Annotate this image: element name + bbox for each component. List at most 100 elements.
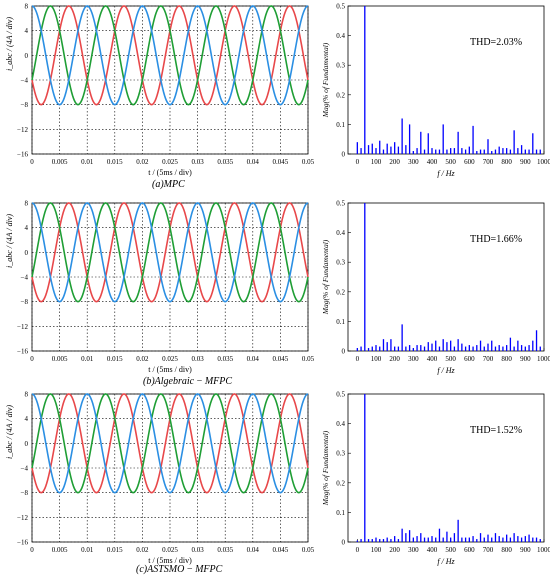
current-wave-phase_c <box>31 202 309 303</box>
harmonic-bar <box>367 539 370 542</box>
harmonic-bar <box>405 145 407 154</box>
harmonic-bar <box>364 394 366 542</box>
harmonic-bar <box>412 348 414 351</box>
harmonic-bar <box>364 203 366 351</box>
x-tick-label: 100 <box>371 355 382 363</box>
x-tick-label: 0.025 <box>162 158 178 166</box>
harmonic-bar <box>509 337 512 351</box>
harmonic-bar <box>528 149 530 154</box>
harmonic-bar <box>401 118 403 154</box>
x-tick-label: 0.045 <box>273 158 289 166</box>
harmonic-bar <box>379 140 381 154</box>
y-tick-label: −8 <box>21 489 29 497</box>
y-tick-label: 0.1 <box>336 121 345 129</box>
x-tick-label: 100 <box>371 158 382 166</box>
harmonic-bar <box>457 131 459 154</box>
harmonic-bar <box>506 534 508 542</box>
harmonic-bar <box>386 537 388 542</box>
harmonic-bar <box>461 343 463 351</box>
y-tick-label: −8 <box>21 101 29 109</box>
y-axis-label: Mag(% of Fundamental) <box>321 430 330 506</box>
y-tick-label: 0 <box>342 348 346 356</box>
harmonic-bar <box>509 537 512 542</box>
harmonic-bar <box>487 139 489 154</box>
harmonic-bar <box>457 519 459 542</box>
harmonic-bar <box>364 6 366 154</box>
harmonic-bar <box>494 346 497 351</box>
harmonic-bar <box>397 146 400 154</box>
harmonic-bar <box>476 539 478 542</box>
y-tick-label: 0.4 <box>336 32 345 40</box>
harmonic-bar <box>468 537 470 542</box>
harmonic-bar <box>408 530 411 542</box>
x-tick-label: 0.03 <box>191 355 204 363</box>
harmonic-bar <box>379 539 381 542</box>
x-tick-label: 0.025 <box>162 546 178 554</box>
harmonic-bar <box>509 149 512 154</box>
harmonic-bar <box>483 537 485 542</box>
harmonic-bar <box>453 346 456 351</box>
spectrum-frame <box>347 202 545 352</box>
y-tick-label: −16 <box>17 348 28 356</box>
x-tick-label: 0.035 <box>217 546 233 554</box>
x-tick-label: 700 <box>483 546 494 554</box>
x-axis-label: t / (5ms / div) <box>148 556 192 565</box>
harmonic-bar <box>412 537 414 542</box>
x-axis-label: f / Hz <box>437 557 455 566</box>
harmonic-bar <box>513 130 515 154</box>
harmonic-bar <box>401 324 403 351</box>
x-axis-label: f / Hz <box>437 366 455 375</box>
y-tick-label: 4 <box>25 27 29 35</box>
harmonic-bar <box>487 534 489 542</box>
harmonic-bar <box>401 528 403 542</box>
harmonic-bar <box>502 537 504 542</box>
x-tick-label: 100 <box>371 546 382 554</box>
x-tick-label: 0.04 <box>247 355 260 363</box>
x-tick-label: 0.02 <box>136 355 149 363</box>
harmonic-bar <box>420 533 422 542</box>
x-tick-label: 0.04 <box>247 158 260 166</box>
harmonic-bar <box>535 330 538 351</box>
x-tick-label: 0.015 <box>107 355 123 363</box>
x-tick-label: 600 <box>464 355 475 363</box>
x-tick-label: 0.035 <box>217 355 233 363</box>
harmonic-bar <box>450 340 452 351</box>
harmonic-bar <box>494 149 497 154</box>
x-tick-label: 0.045 <box>273 546 289 554</box>
harmonic-bar <box>446 342 448 351</box>
x-tick-label: 0.025 <box>162 355 178 363</box>
x-tick-label: 200 <box>389 355 400 363</box>
harmonic-bar <box>479 340 482 351</box>
harmonic-bar <box>412 151 414 154</box>
y-tick-label: −8 <box>21 298 29 306</box>
x-tick-label: 400 <box>427 546 438 554</box>
y-tick-label: 8 <box>25 200 29 208</box>
y-tick-label: 4 <box>25 415 29 423</box>
x-tick-label: 0.05 <box>302 355 315 363</box>
x-tick-label: 200 <box>389 546 400 554</box>
harmonic-bar <box>513 346 515 351</box>
harmonic-bar <box>491 537 493 542</box>
harmonic-bar <box>446 531 448 542</box>
y-tick-label: −4 <box>21 274 29 282</box>
harmonic-bar <box>390 539 392 542</box>
harmonic-bar <box>356 348 358 351</box>
harmonic-bar <box>498 345 500 351</box>
harmonic-bar <box>423 537 426 542</box>
x-axis-label: t / (5ms / div) <box>148 168 192 177</box>
harmonic-bar <box>517 536 519 542</box>
thd-annotation: THD=2.03% <box>470 37 522 48</box>
harmonic-bar <box>479 149 482 154</box>
harmonic-bar <box>532 133 534 154</box>
harmonic-bar <box>491 340 493 351</box>
harmonic-bar <box>416 345 418 351</box>
harmonic-bar <box>535 537 538 542</box>
x-tick-label: 0.03 <box>191 158 204 166</box>
harmonic-bar <box>442 537 444 542</box>
x-tick-label: 0 <box>30 546 34 554</box>
harmonic-bar <box>513 533 515 542</box>
harmonic-bar <box>524 536 526 542</box>
harmonic-bar <box>502 346 504 351</box>
harmonic-bar <box>435 149 437 154</box>
harmonic-bar <box>423 346 426 351</box>
